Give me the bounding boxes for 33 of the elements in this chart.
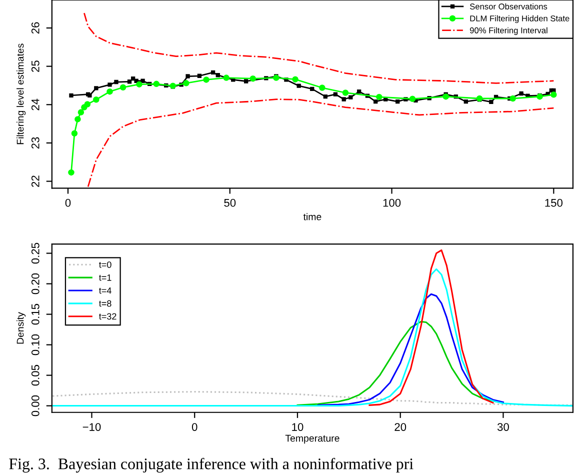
- legend-label: t=0: [99, 262, 112, 268]
- y-tick-label: 26: [31, 22, 40, 34]
- y-tick-label: 25: [31, 60, 40, 72]
- x-tick-label: 0: [192, 423, 198, 431]
- x-tick-label: 50: [224, 198, 236, 207]
- legend-label: t=8: [99, 300, 112, 307]
- legend-label: DLM Filtering Hidden State: [470, 15, 570, 24]
- legend-label: t=1: [99, 274, 112, 281]
- x-tick-label: −10: [82, 423, 101, 431]
- x-tick-label: 100: [383, 198, 401, 207]
- legend-label: t=32: [99, 313, 116, 320]
- y-tick-label: 24: [31, 98, 40, 110]
- y-axis-title: Density: [16, 312, 26, 344]
- y-tick-label: 23: [31, 137, 40, 149]
- legend-label: 90% Filtering Interval: [470, 27, 548, 35]
- y-tick-label: 0.15: [31, 304, 40, 325]
- y-tick-label: 0.10: [31, 334, 40, 356]
- y-axis-title: Filtering level estimates: [16, 44, 26, 144]
- x-tick-label: 10: [292, 423, 304, 431]
- x-tick-label: 0: [65, 198, 71, 207]
- x-tick-label: 150: [545, 198, 562, 207]
- y-tick-label: 0.25: [31, 242, 40, 264]
- y-tick-label: 22: [31, 176, 40, 187]
- y-tick-label: 0.05: [31, 364, 40, 386]
- x-tick-label: 30: [497, 423, 509, 431]
- x-axis-title: Temperature: [285, 434, 340, 444]
- caption: Fig. 3. Bayesian conjugate inference with a noninformative pri: [9, 458, 414, 473]
- legend-label: t=4: [99, 287, 112, 294]
- x-tick-label: 20: [394, 423, 406, 431]
- x-axis-title: time: [303, 213, 322, 220]
- y-tick-label: 0.20: [31, 273, 40, 294]
- y-tick-label: 0.00: [31, 395, 40, 416]
- legend-label: Sensor Observations: [470, 3, 548, 10]
